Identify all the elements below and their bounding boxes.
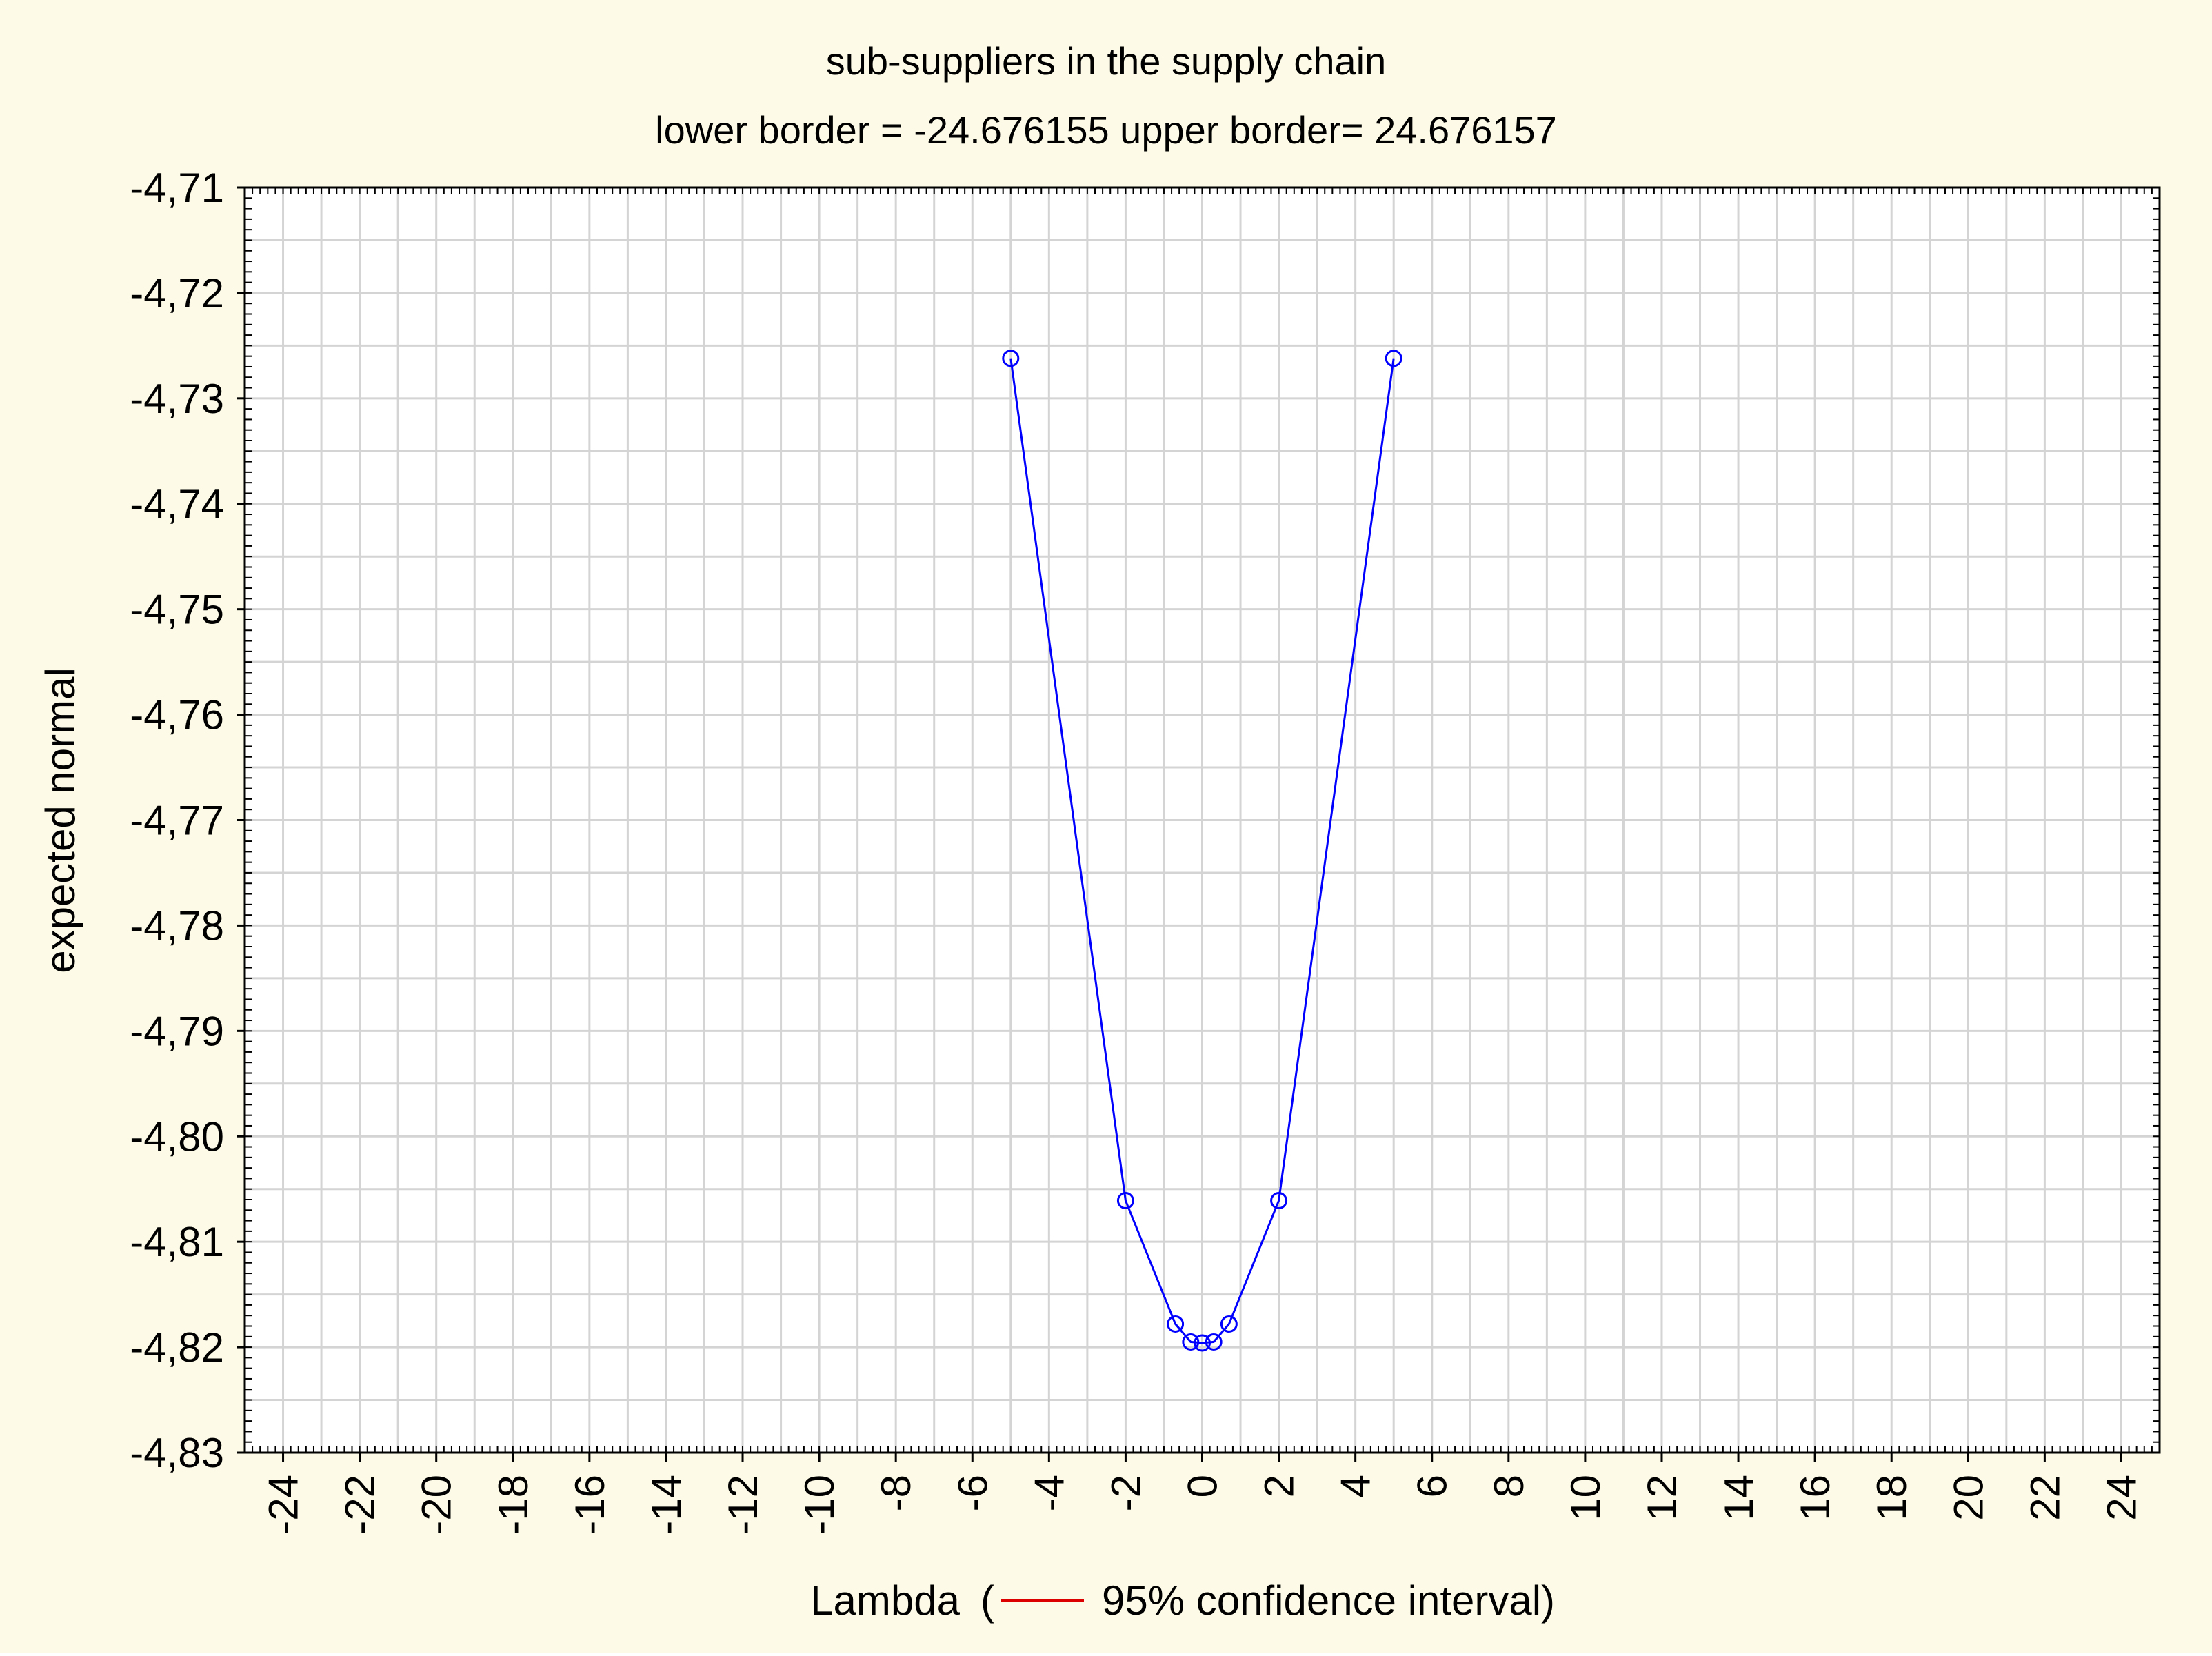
- y-tick-label: -4,82: [130, 1324, 224, 1371]
- data-point-marker: [1194, 1334, 1211, 1352]
- series-layer: [1002, 350, 1402, 1352]
- y-tick-label: -4,78: [130, 902, 224, 949]
- x-tick-label: -4: [1026, 1475, 1072, 1511]
- chart-subtitle: lower border = -24.676155 upper border= …: [655, 108, 1557, 152]
- data-point-marker: [1116, 1192, 1134, 1210]
- x-tick-label: 20: [1945, 1475, 1991, 1521]
- data-point-marker: [1270, 1192, 1288, 1210]
- x-tick-label: 24: [2098, 1475, 2144, 1521]
- y-tick-label: -4,71: [130, 165, 224, 211]
- x-tick-label: 2: [1256, 1475, 1303, 1497]
- x-tick-label: -10: [796, 1475, 843, 1535]
- minor-ticks: [244, 187, 2160, 1453]
- y-tick-label: -4,76: [130, 692, 224, 738]
- y-axis-label: expected normal: [37, 667, 83, 973]
- x-tick-label: -14: [643, 1475, 690, 1535]
- y-tick-label: -4,73: [130, 376, 224, 422]
- x-tick-label: 8: [1486, 1475, 1532, 1497]
- y-axis-tick-labels: -4,71 -4,72 -4,73 -4,74 -4,75 -4,76 -4,77 -4,78…: [130, 165, 245, 1476]
- x-tick-label: 16: [1792, 1475, 1838, 1521]
- x-tick-label: 0: [1180, 1475, 1226, 1497]
- x-tick-label: -6: [949, 1475, 996, 1511]
- data-point-marker: [1220, 1315, 1238, 1333]
- y-tick-label: -4,80: [130, 1113, 224, 1160]
- y-tick-label: -4,83: [130, 1430, 224, 1476]
- y-tick-label: -4,77: [130, 798, 224, 844]
- grid-lines: [243, 186, 2161, 1454]
- x-tick-label: -22: [337, 1475, 383, 1535]
- x-tick-label: 10: [1562, 1475, 1609, 1521]
- x-axis-label: Lambda: [810, 1577, 960, 1624]
- x-tick-label: 4: [1333, 1475, 1379, 1497]
- data-point-marker: [1002, 350, 1020, 367]
- x-tick-label: -16: [567, 1475, 613, 1535]
- y-tick-label: -4,79: [130, 1008, 224, 1054]
- data-point-marker: [1167, 1315, 1185, 1333]
- legend-open-paren: (: [981, 1577, 994, 1624]
- data-point-marker: [1205, 1333, 1223, 1351]
- x-tick-label: -2: [1103, 1475, 1149, 1511]
- x-tick-label: -20: [414, 1475, 460, 1535]
- chart-title: sub-suppliers in the supply chain: [826, 39, 1386, 83]
- x-tick-label: 6: [1409, 1475, 1456, 1497]
- data-point-marker: [1182, 1333, 1200, 1351]
- x-tick-label: -8: [873, 1475, 919, 1511]
- x-tick-label: 14: [1716, 1475, 1762, 1521]
- legend-ci-label: 95% confidence interval): [1102, 1577, 1555, 1624]
- x-tick-label: -12: [720, 1475, 766, 1535]
- x-axis-label-group: Lambda ( 95% confidence interval): [810, 1577, 1555, 1624]
- x-tick-label: 18: [1869, 1475, 1915, 1521]
- y-tick-label: -4,81: [130, 1219, 224, 1265]
- data-point-marker: [1385, 350, 1402, 367]
- y-tick-label: -4,75: [130, 587, 224, 633]
- series-line: [1009, 358, 1395, 1344]
- x-tick-label: -24: [261, 1475, 307, 1535]
- x-tick-label: -18: [490, 1475, 536, 1535]
- x-tick-label: 22: [2022, 1475, 2068, 1521]
- y-tick-label: -4,74: [130, 481, 224, 527]
- x-axis-tick-labels: -24 -22 -20 -18 -16 -14 -12 -10 -8 -6 -4 -2 0 2 4 6 8 10 1…: [261, 1453, 2144, 1535]
- x-tick-label: 12: [1639, 1475, 1685, 1521]
- y-tick-label: -4,72: [130, 270, 224, 316]
